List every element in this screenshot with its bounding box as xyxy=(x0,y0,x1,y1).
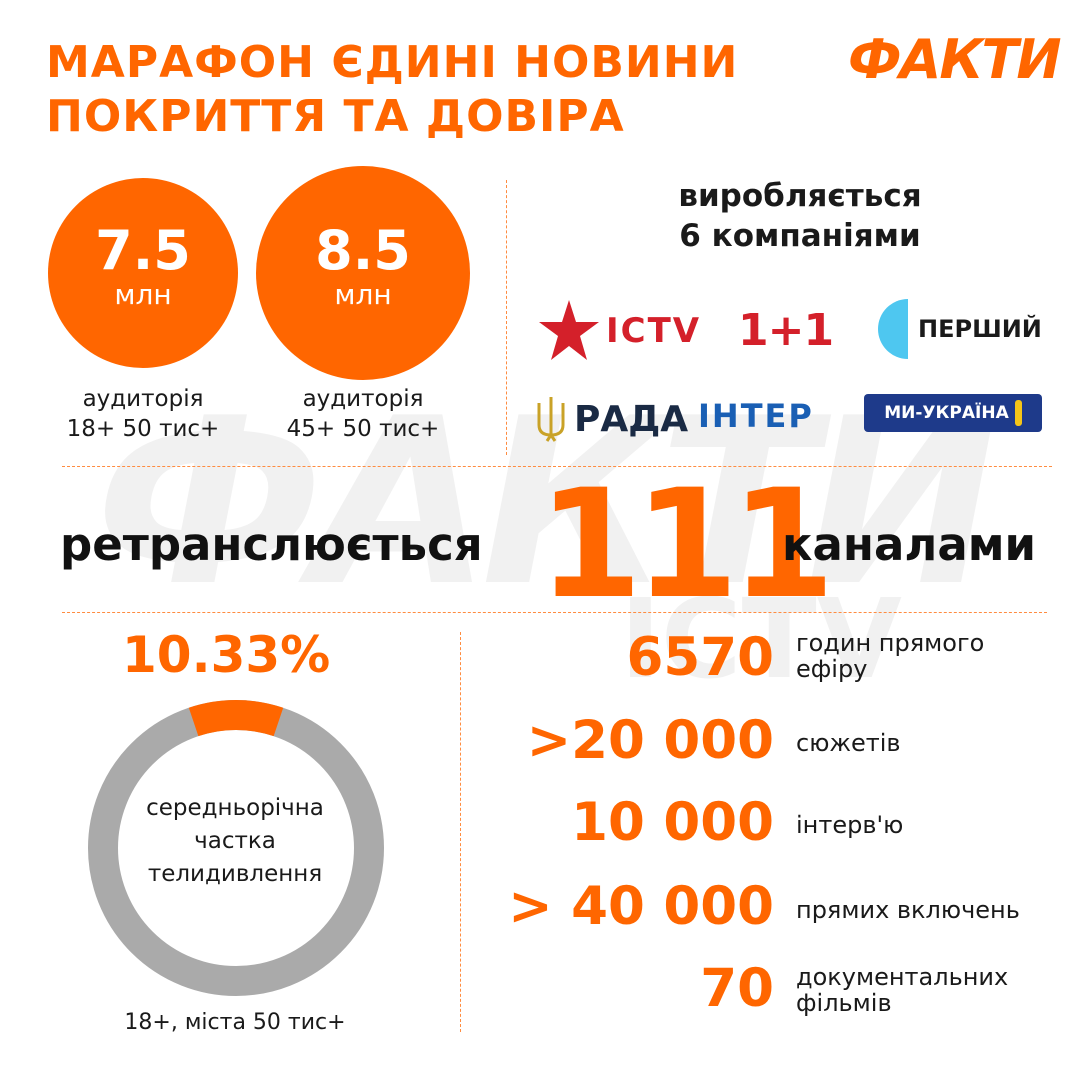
rada-logo-text: РАДА xyxy=(574,398,689,440)
page-title: МАРАФОН ЄДИНІ НОВИНИ ПОКРИТТЯ ТА ДОВІРА xyxy=(46,36,738,144)
one-plus-one-logo: 1+1 xyxy=(738,304,834,356)
stat-label-line: годин прямого xyxy=(796,629,985,657)
ictv-logo-text: ICTV xyxy=(606,311,702,351)
audience-circle-2: 8.5 млн xyxy=(256,166,470,380)
caption-line: аудиторія xyxy=(302,386,424,412)
ictv-watermark-logo: ICTV xyxy=(620,575,902,703)
audience-circle-1: 7.5 млн xyxy=(48,178,238,368)
tv-share-donut xyxy=(87,700,384,996)
title-line-2: ПОКРИТТЯ ТА ДОВІРА xyxy=(46,91,625,142)
audience-value: 8.5 xyxy=(315,219,411,282)
stat-label: документальних фільмів xyxy=(796,964,1008,1016)
divider-horizontal-1 xyxy=(62,466,1052,467)
inter-logo: ІНТЕР xyxy=(698,394,814,438)
tv-share-label-line: середньорічна xyxy=(146,795,324,821)
fakty-logo: ФАКТИ xyxy=(848,28,1062,91)
donut-share-arc xyxy=(87,700,384,996)
pershyi-logo-text: ПЕРШИЙ xyxy=(918,315,1042,343)
star-icon xyxy=(539,300,599,360)
tv-share-label-line: телидивлення xyxy=(147,861,323,887)
channel-count: 111 xyxy=(538,458,835,632)
stat-value: > 40 000 xyxy=(508,876,774,937)
audience-unit: млн xyxy=(334,278,392,311)
ictv-logo: ICTV xyxy=(538,296,701,366)
tv-share-label-line: частка xyxy=(194,828,276,854)
my-ukraina-logo: МИ-УКРАЇНА xyxy=(864,394,1042,432)
yellow-bar-icon xyxy=(1014,400,1022,426)
stat-label-line: ефіру xyxy=(796,655,868,683)
caption-line: аудиторія xyxy=(82,386,204,412)
trident-icon xyxy=(537,397,565,442)
stat-label-line: документальних xyxy=(796,963,1009,991)
stat-value: 70 xyxy=(700,958,774,1019)
pershyi-logo: ПЕРШИЙ xyxy=(874,298,1042,360)
inter-logo-text: ІНТЕР xyxy=(698,397,814,435)
one-plus-one-logo-text: 1+1 xyxy=(738,304,834,356)
producers-heading: виробляється 6 компаніями xyxy=(640,176,960,256)
audience-caption-2: аудиторія 45+ 50 тис+ xyxy=(253,384,473,444)
tv-share-caption: 18+, міста 50 тис+ xyxy=(124,1010,346,1035)
rada-logo: РАДА xyxy=(534,392,688,446)
stat-label-line: фільмів xyxy=(796,989,892,1017)
stat-label: інтерв'ю xyxy=(796,811,904,839)
stat-label: прямих включень xyxy=(796,896,1020,924)
stat-label: годин прямого ефіру xyxy=(796,630,984,682)
audience-caption-1: аудиторія 18+ 50 тис+ xyxy=(33,384,253,444)
faktiwatermark-logo: ФАКТИ xyxy=(95,370,998,637)
producers-heading-line: виробляється xyxy=(678,178,922,214)
stat-label: сюжетів xyxy=(796,729,901,757)
stat-value: 10 000 xyxy=(571,792,774,853)
caption-line: 45+ 50 тис+ xyxy=(286,416,440,442)
audience-unit: млн xyxy=(114,278,172,311)
tv-share-label: середньорічна частка телидивлення xyxy=(105,792,365,891)
retransmission-suffix: каналами xyxy=(782,518,1037,571)
title-line-1: МАРАФОН ЄДИНІ НОВИНИ xyxy=(46,37,739,88)
my-ukraina-logo-text: МИ-УКРАЇНА xyxy=(884,403,1009,423)
half-circle-icon xyxy=(878,299,908,359)
retransmission-prefix: ретранслюється xyxy=(60,518,483,571)
divider-horizontal-2 xyxy=(62,612,1047,613)
tv-share-percent: 10.33% xyxy=(122,626,331,684)
producers-heading-line: 6 компаніями xyxy=(679,218,921,254)
divider-vertical-bottom xyxy=(460,632,461,1032)
caption-line: 18+ 50 тис+ xyxy=(66,416,220,442)
divider-vertical-top xyxy=(506,180,507,455)
audience-value: 7.5 xyxy=(95,219,191,282)
stat-value: 6570 xyxy=(626,627,774,688)
stat-value: >20 000 xyxy=(526,710,774,771)
